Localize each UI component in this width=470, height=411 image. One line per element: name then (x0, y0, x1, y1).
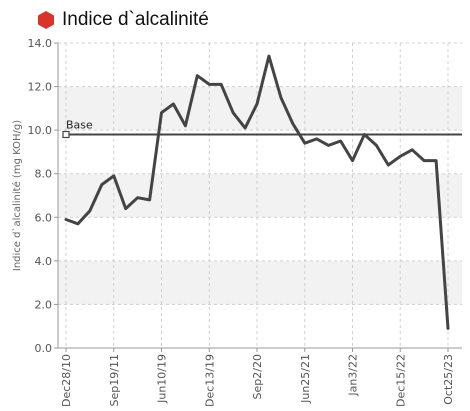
y-tick-label: 0.0 (35, 342, 53, 355)
y-tick-label: 6.0 (35, 211, 53, 224)
series-group (64, 54, 450, 330)
y-tick-label: 4.0 (35, 255, 53, 268)
y-axis-title: Indice d`alcalinité (mg KOH/g) (11, 120, 23, 271)
data-point (387, 163, 390, 167)
data-point (375, 144, 378, 147)
chart-header: Indice d`alcalinité (36, 6, 209, 34)
x-tick-label: Dec15/22 (394, 354, 407, 407)
data-point (267, 54, 271, 58)
x-tick-label: Dec13/19 (203, 354, 216, 407)
data-point (100, 183, 104, 186)
data-point (434, 159, 438, 162)
data-point (64, 218, 68, 221)
base-label: Base (66, 119, 93, 132)
data-point (243, 126, 247, 130)
data-point (208, 83, 211, 86)
base-reference-line: Base (62, 119, 462, 139)
y-tick-label: 8.0 (35, 168, 53, 181)
data-point (112, 174, 115, 178)
plot-axes (57, 43, 462, 349)
data-point (124, 207, 127, 210)
y-axis-ticks: 0.0 2.0 4.0 6.0 8.0 10.0 12.0 14.0 (28, 37, 58, 355)
data-point (303, 142, 306, 145)
plot-band (58, 130, 462, 174)
x-tick-label: Dec28/10 (60, 354, 73, 407)
data-point (219, 83, 223, 86)
base-marker (62, 130, 70, 139)
x-tick-label: Jan3/22 (347, 354, 360, 397)
data-point (255, 102, 259, 106)
x-tick-label: Oct25/23 (442, 354, 455, 405)
plot-band (58, 217, 462, 261)
x-axis-ticks: Dec28/10 Sep19/11 Jun10/19 Dec13/19 Sep2/20 J… (60, 348, 455, 407)
data-point (327, 144, 330, 147)
data-point (363, 133, 366, 136)
x-tick-label: Sep19/11 (108, 354, 121, 406)
y-tick-label: 12.0 (28, 81, 53, 94)
data-point (172, 102, 175, 106)
data-point (410, 148, 414, 151)
hexagon-icon (38, 11, 54, 29)
data-point (291, 122, 295, 125)
y-tick-label: 14.0 (28, 37, 53, 50)
plot-band (58, 260, 462, 305)
chart-title: Indice d`alcalinité (62, 9, 209, 30)
data-point (184, 124, 187, 127)
data-point (231, 111, 235, 114)
y-tick-label: 10.0 (28, 124, 53, 137)
data-point (351, 159, 354, 162)
data-point (88, 209, 92, 212)
data-point (446, 327, 450, 330)
x-tick-label: Sep2/20 (251, 354, 264, 399)
data-point (279, 96, 283, 99)
data-point (160, 111, 163, 114)
data-point (422, 159, 426, 162)
plot-background-bands (58, 43, 462, 348)
data-point (399, 155, 402, 158)
y-tick-label: 2.0 (35, 298, 53, 311)
plot-band (58, 43, 462, 87)
data-point (315, 137, 318, 141)
data-point (196, 74, 199, 77)
plot-band (58, 304, 462, 348)
x-tick-label: Jun25/21 (299, 354, 312, 404)
data-point (148, 198, 151, 202)
data-point (339, 139, 342, 143)
data-point (76, 222, 80, 226)
data-point (136, 196, 139, 199)
x-tick-label: Jun10/19 (156, 354, 169, 404)
plot-band (58, 173, 462, 218)
